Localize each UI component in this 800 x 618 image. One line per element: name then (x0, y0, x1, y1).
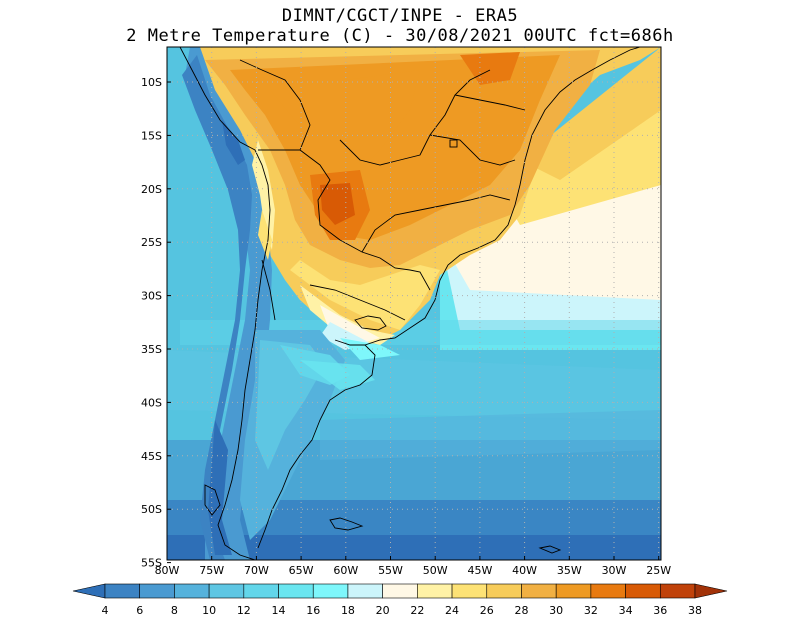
colorbar-label: 12 (237, 604, 251, 617)
colorbar-low-triangle (72, 583, 106, 599)
lon-label: 25W (646, 564, 671, 577)
lon-label: 70W (244, 564, 269, 577)
colorbar-label: 30 (549, 604, 563, 617)
colorbar-label: 10 (202, 604, 216, 617)
colorbar-swatch (590, 583, 626, 599)
lat-label: 40S (141, 396, 162, 409)
lon-label: 75W (199, 564, 224, 577)
colorbar-label: 22 (410, 604, 424, 617)
lon-label: 50W (423, 564, 448, 577)
lat-label: 35S (141, 343, 162, 356)
lat-label: 20S (141, 183, 162, 196)
coastlines (179, 47, 641, 560)
colorbar-swatch (312, 583, 349, 599)
colorbar-label: 32 (584, 604, 598, 617)
lon-label: 45W (467, 564, 492, 577)
colorbar-label: 6 (136, 604, 143, 617)
lon-label: 30W (602, 564, 627, 577)
lat-label: 15S (141, 129, 162, 142)
colorbar-swatch (521, 583, 557, 599)
colorbar-swatch (347, 583, 383, 599)
colorbar-label: 4 (102, 604, 109, 617)
colorbar-label: 34 (619, 604, 633, 617)
lon-label: 60W (333, 564, 358, 577)
colorbar-swatch (659, 583, 696, 599)
colorbar-label: 26 (480, 604, 494, 617)
lon-label: 80W (155, 564, 180, 577)
lat-label: 10S (141, 76, 162, 89)
colorbar-swatch (555, 583, 592, 599)
temperature-field (167, 47, 661, 560)
colorbar-label: 28 (514, 604, 528, 617)
lon-label: 65W (289, 564, 314, 577)
colorbar-swatch (243, 583, 279, 599)
colorbar-label: 18 (341, 604, 355, 617)
colorbar-high-triangle (694, 583, 728, 599)
colorbar-swatch (139, 583, 175, 599)
map-title-line-2: 2 Metre Temperature (C) - 30/08/2021 00U… (126, 26, 674, 46)
lat-label: 50S (141, 503, 162, 516)
lon-label: 55W (378, 564, 403, 577)
colorbar: 4 6 8 10 12 14 16 18 20 22 24 26 28 30 32 34 36 38 (72, 583, 728, 617)
colorbar-swatch (382, 583, 418, 599)
colorbar-label: 36 (653, 604, 667, 617)
colorbar-label: 14 (272, 604, 286, 617)
colorbar-label: 24 (445, 604, 459, 617)
colorbar-label: 16 (306, 604, 320, 617)
lon-label: 35W (557, 564, 582, 577)
colorbar-swatch (278, 583, 314, 599)
colorbar-label: 8 (171, 604, 178, 617)
colorbar-label: 38 (688, 604, 702, 617)
colorbar-swatch (174, 583, 210, 599)
colorbar-swatch (104, 583, 141, 599)
lat-label: 45S (141, 450, 162, 463)
lat-label: 25S (141, 236, 162, 249)
colorbar-swatch (486, 583, 522, 599)
map-frame (166, 46, 662, 561)
colorbar-swatch (208, 583, 245, 599)
colorbar-label: 20 (376, 604, 390, 617)
lat-label: 30S (141, 290, 162, 303)
colorbar-swatch (417, 583, 453, 599)
colorbar-swatch (451, 583, 488, 599)
graticule (167, 47, 661, 560)
map-title-line-1: DIMNT/CGCT/INPE - ERA5 (281, 6, 519, 26)
lat-label: 55S (141, 557, 162, 570)
colorbar-swatch (625, 583, 661, 599)
lon-label: 40W (512, 564, 537, 577)
